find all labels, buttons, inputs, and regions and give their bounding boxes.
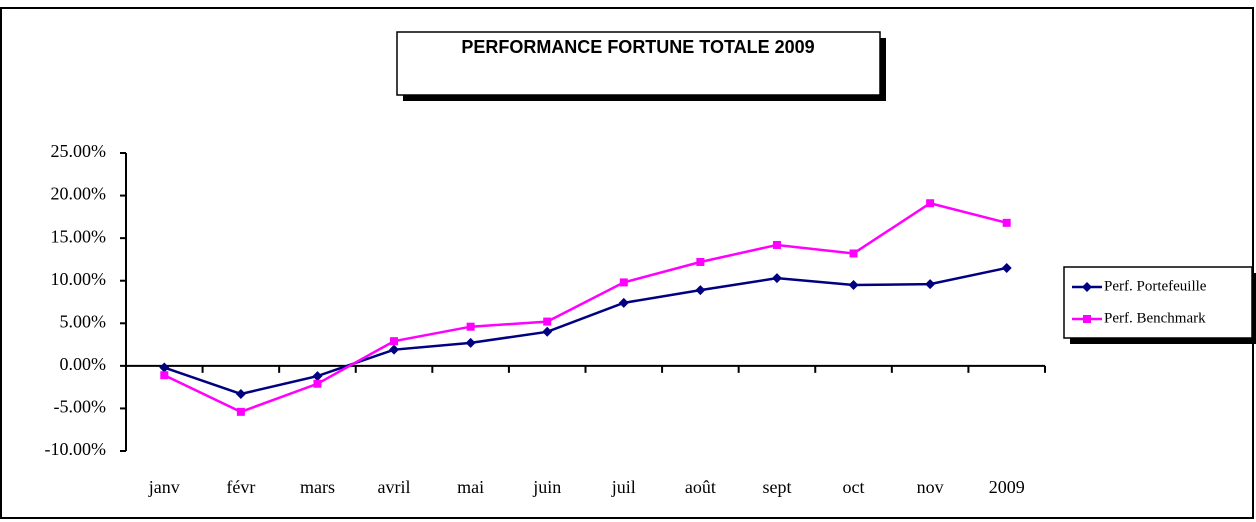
- y-tick-label: 10.00%: [51, 269, 107, 289]
- y-tick-label: -5.00%: [54, 397, 107, 417]
- point: [925, 279, 936, 290]
- x-tick-label: mai: [457, 477, 484, 497]
- title-box: [396, 31, 881, 96]
- point: [695, 285, 706, 296]
- point: [390, 337, 399, 346]
- point: [618, 297, 629, 308]
- x-tick-label: févr: [226, 477, 255, 497]
- point: [1001, 262, 1012, 273]
- point: [848, 279, 859, 290]
- x-tick-label: juil: [611, 477, 636, 497]
- legend-box: [1063, 266, 1253, 339]
- point: [849, 249, 858, 258]
- point: [235, 388, 246, 399]
- x-tick-label: nov: [917, 477, 944, 497]
- point: [389, 344, 400, 355]
- x-tick-label: août: [685, 477, 716, 497]
- y-tick-label: 20.00%: [51, 184, 107, 204]
- point: [542, 326, 553, 337]
- y-tick-label: 0.00%: [60, 354, 107, 374]
- point: [771, 273, 782, 284]
- point: [465, 337, 476, 348]
- legend-label: Perf. Benchmark: [1104, 310, 1206, 326]
- x-tick-label: avril: [378, 477, 411, 497]
- y-tick-label: -10.00%: [45, 439, 107, 459]
- x-tick-label: janv: [148, 477, 180, 497]
- point: [313, 379, 322, 388]
- point: [772, 240, 781, 249]
- point: [619, 278, 628, 287]
- point: [1083, 315, 1091, 323]
- chart-title: PERFORMANCE FORTUNE TOTALE 2009: [461, 37, 814, 57]
- point: [159, 362, 170, 373]
- point: [926, 199, 935, 208]
- x-tick-label: 2009: [989, 477, 1025, 497]
- point: [543, 317, 552, 326]
- point: [1082, 282, 1092, 292]
- point: [696, 257, 705, 266]
- point: [312, 371, 323, 382]
- x-tick-label: mars: [300, 477, 335, 497]
- point: [1002, 218, 1011, 227]
- x-tick-label: sept: [762, 477, 791, 497]
- y-tick-label: 25.00%: [51, 141, 107, 161]
- legend-label: Perf. Portefeuille: [1104, 278, 1207, 294]
- series-line: [163, 201, 1008, 414]
- y-tick-label: 15.00%: [51, 226, 107, 246]
- x-tick-label: oct: [843, 477, 865, 497]
- point: [160, 371, 169, 380]
- x-tick-label: juin: [532, 477, 561, 497]
- series-line: [163, 266, 1007, 396]
- point: [466, 322, 475, 331]
- point: [236, 407, 245, 416]
- y-tick-label: 5.00%: [60, 311, 107, 331]
